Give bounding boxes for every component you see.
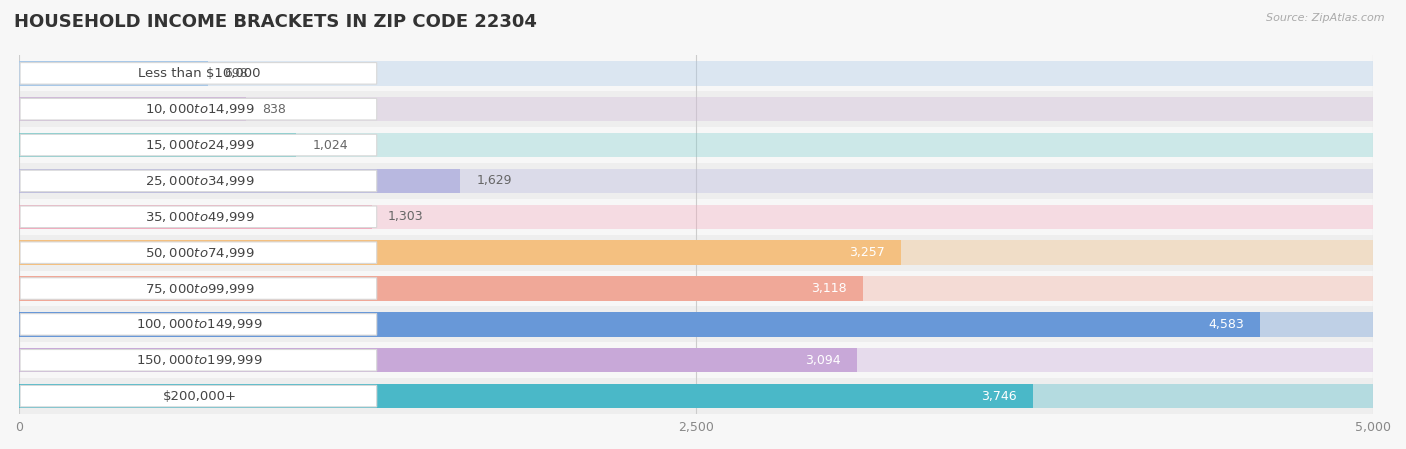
Bar [20,348,1374,373]
Bar [20,348,856,373]
Bar [20,133,1374,157]
Bar [20,169,1374,193]
Bar [20,205,371,229]
Bar [20,271,1374,307]
Text: $10,000 to $14,999: $10,000 to $14,999 [145,102,254,116]
Text: Source: ZipAtlas.com: Source: ZipAtlas.com [1267,13,1385,23]
Bar [20,235,1374,271]
Bar [20,169,460,193]
Text: 3,746: 3,746 [981,390,1017,403]
Text: $50,000 to $74,999: $50,000 to $74,999 [145,246,254,260]
Bar [20,205,1374,229]
Bar [20,133,297,157]
FancyBboxPatch shape [20,134,377,156]
Bar [20,61,1374,86]
Bar [20,342,1374,378]
Text: $150,000 to $199,999: $150,000 to $199,999 [136,353,263,367]
FancyBboxPatch shape [20,385,377,407]
Bar [20,127,1374,163]
Bar [20,91,1374,127]
Text: 4,583: 4,583 [1208,318,1244,331]
FancyBboxPatch shape [20,314,377,335]
Bar [20,276,863,301]
Bar [20,384,1033,408]
Text: 1,024: 1,024 [312,139,349,152]
Bar [20,163,1374,199]
Text: Less than $10,000: Less than $10,000 [138,67,260,80]
FancyBboxPatch shape [20,62,377,84]
FancyBboxPatch shape [20,206,377,228]
Text: 3,257: 3,257 [849,246,884,259]
Text: $25,000 to $34,999: $25,000 to $34,999 [145,174,254,188]
Text: 3,094: 3,094 [806,354,841,367]
Text: 1,303: 1,303 [388,210,423,223]
Text: 3,118: 3,118 [811,282,846,295]
Bar [20,241,901,265]
Bar [20,199,1374,235]
Text: $75,000 to $99,999: $75,000 to $99,999 [145,282,254,295]
Text: $100,000 to $149,999: $100,000 to $149,999 [136,317,263,331]
Text: HOUSEHOLD INCOME BRACKETS IN ZIP CODE 22304: HOUSEHOLD INCOME BRACKETS IN ZIP CODE 22… [14,13,537,31]
Bar [20,241,1374,265]
Bar [20,97,246,121]
Text: 698: 698 [225,67,247,80]
Bar [20,384,1374,408]
Bar [20,378,1374,414]
Text: $35,000 to $49,999: $35,000 to $49,999 [145,210,254,224]
Bar [20,312,1260,337]
FancyBboxPatch shape [20,278,377,299]
Text: $15,000 to $24,999: $15,000 to $24,999 [145,138,254,152]
Bar [20,312,1374,337]
FancyBboxPatch shape [20,242,377,264]
Text: 1,629: 1,629 [477,174,512,187]
Text: $200,000+: $200,000+ [163,390,236,403]
FancyBboxPatch shape [20,170,377,192]
FancyBboxPatch shape [20,98,377,120]
Text: 838: 838 [262,103,285,116]
Bar [20,307,1374,342]
Bar [20,276,1374,301]
Bar [20,61,208,86]
Bar [20,97,1374,121]
Bar [20,55,1374,91]
FancyBboxPatch shape [20,349,377,371]
